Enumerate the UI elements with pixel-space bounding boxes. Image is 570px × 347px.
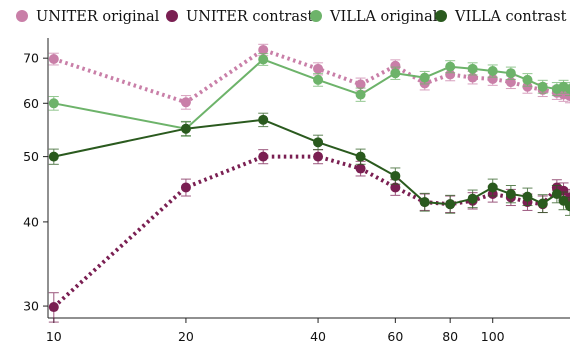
- data-point: [355, 89, 366, 100]
- data-point: [313, 137, 324, 148]
- error-bar: [565, 196, 570, 216]
- data-point: [487, 65, 498, 76]
- data-point: [487, 73, 498, 84]
- data-point: [48, 151, 59, 162]
- data-point: [419, 72, 430, 83]
- data-point: [445, 199, 456, 210]
- data-point: [313, 151, 324, 162]
- data-point: [313, 74, 324, 85]
- data-point: [522, 191, 533, 202]
- data-point: [390, 68, 401, 79]
- data-point: [467, 63, 478, 74]
- data-point: [565, 84, 570, 95]
- x-tick-label: 80: [442, 329, 458, 344]
- data-point: [505, 68, 516, 79]
- data-point: [180, 97, 191, 108]
- data-point: [505, 189, 516, 200]
- y-tick-label: 50: [23, 149, 39, 164]
- y-tick-label: 70: [23, 51, 39, 66]
- data-point: [180, 123, 191, 134]
- y-tick-label: 30: [23, 299, 39, 314]
- y-tick-label: 40: [23, 214, 39, 229]
- legend: UNITER original UNITER contrast VILLA orig…: [16, 9, 567, 25]
- data-point: [522, 74, 533, 85]
- legend-marker: [166, 10, 178, 22]
- data-point: [467, 193, 478, 204]
- legend-label: UNITER contrast: [186, 9, 313, 25]
- data-point: [551, 189, 562, 200]
- data-point: [419, 197, 430, 208]
- data-point: [48, 98, 59, 109]
- data-point: [258, 44, 269, 55]
- legend-marker: [310, 10, 322, 22]
- data-point: [355, 79, 366, 90]
- x-tick-label: 100: [481, 329, 505, 344]
- data-point: [258, 114, 269, 125]
- data-point: [180, 182, 191, 193]
- data-point: [390, 182, 401, 193]
- legend-entry: UNITER contrast: [166, 9, 313, 25]
- data-point: [48, 302, 59, 313]
- data-point: [445, 69, 456, 80]
- axes: 30 40 50 60 70 10 20 40 60 80 100: [23, 38, 570, 344]
- data-point: [48, 54, 59, 65]
- error-bar: [565, 82, 570, 97]
- legend-label: VILLA contrast: [454, 9, 567, 25]
- legend-marker: [435, 10, 447, 22]
- data-point: [537, 198, 548, 209]
- y-tick-label: 60: [23, 96, 39, 111]
- data-point: [258, 151, 269, 162]
- data-point: [355, 151, 366, 162]
- data-point: [313, 63, 324, 74]
- data-point: [258, 54, 269, 65]
- legend-label: UNITER original: [36, 9, 160, 25]
- x-tick-label: 60: [387, 329, 403, 344]
- legend-marker: [16, 10, 28, 22]
- x-tick-label: 40: [310, 329, 326, 344]
- data-point: [355, 163, 366, 174]
- legend-label: VILLA original: [329, 9, 438, 25]
- legend-entry: VILLA contrast: [435, 9, 567, 25]
- series-line-2: [53, 58, 570, 130]
- plot-area: [48, 43, 570, 323]
- x-tick-label: 20: [178, 329, 194, 344]
- data-point: [390, 170, 401, 181]
- series-line-3: [53, 118, 570, 207]
- legend-entry: VILLA original: [310, 9, 438, 25]
- data-point: [487, 182, 498, 193]
- data-point: [537, 81, 548, 92]
- x-tick-label: 10: [46, 329, 62, 344]
- data-point: [565, 201, 570, 212]
- data-point: [445, 61, 456, 72]
- data-point: [390, 60, 401, 71]
- legend-entry: UNITER original: [16, 9, 160, 25]
